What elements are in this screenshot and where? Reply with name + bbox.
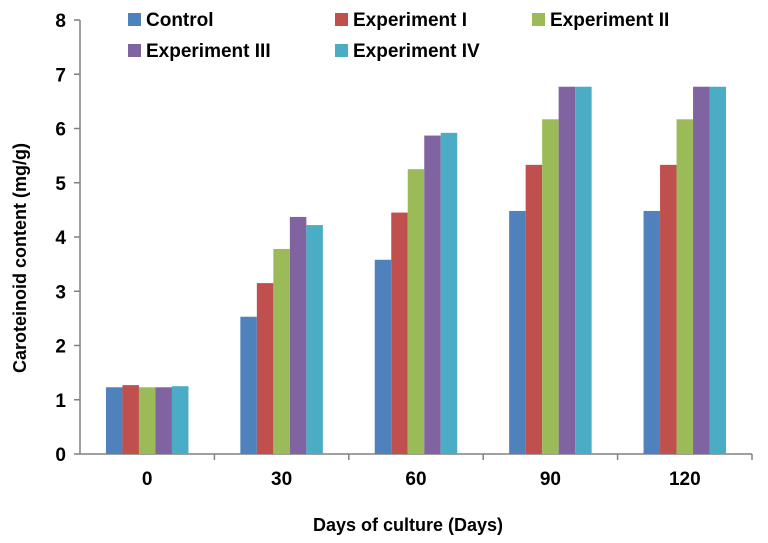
bar-experiment-iii-120 [693, 86, 710, 454]
y-tick-label: 6 [55, 120, 66, 141]
bar-control-0 [105, 387, 123, 454]
x-tick-label: 0 [142, 469, 153, 490]
y-tick-label: 7 [55, 65, 66, 86]
bar-experiment-iii-0 [155, 387, 172, 454]
bar-experiment-ii-120 [676, 119, 694, 454]
x-tick-label: 30 [271, 469, 292, 490]
bar-experiment-i-0 [122, 385, 139, 454]
y-tick-label: 0 [55, 445, 66, 466]
bar-experiment-i-30 [256, 283, 274, 454]
bar-experiment-iii-30 [289, 216, 307, 454]
legend-swatch [128, 13, 141, 26]
bar-control-60 [374, 259, 392, 454]
y-tick-label: 2 [55, 337, 66, 358]
legend: Control Experiment I Experiment II Experime… [128, 10, 669, 62]
bar-control-120 [643, 210, 661, 454]
bar-experiment-iv-0 [171, 386, 189, 454]
legend-label: Experiment II [550, 10, 669, 31]
bar-experiment-iv-60 [440, 132, 458, 454]
bar-experiment-i-90 [525, 164, 543, 454]
x-axis-title: Days of culture (Days) [313, 515, 503, 535]
x-tick-label: 90 [540, 469, 561, 490]
x-tick-label: 120 [669, 469, 701, 490]
bar-control-30 [240, 316, 257, 454]
x-tick-label: 60 [405, 469, 426, 490]
y-tick-label: 8 [55, 11, 66, 32]
legend-swatch [335, 13, 348, 26]
legend-label: Experiment IV [353, 41, 480, 62]
y-axis-ticks: 0 1 2 3 4 5 6 7 8 [55, 11, 80, 466]
y-tick-label: 3 [55, 282, 66, 303]
legend-label: Experiment I [353, 10, 467, 31]
bar-experiment-ii-30 [273, 248, 290, 454]
bar-experiment-iv-30 [306, 225, 323, 454]
legend-label: Experiment III [146, 41, 271, 62]
bar-control-90 [509, 210, 526, 454]
bar-experiment-iii-90 [558, 86, 576, 454]
bar-experiment-i-60 [391, 212, 408, 454]
y-tick-label: 1 [55, 391, 66, 412]
y-tick-label: 5 [55, 174, 66, 195]
bar-experiment-iv-90 [575, 86, 592, 454]
bar-experiment-iii-60 [424, 135, 441, 455]
bar-experiment-ii-60 [407, 169, 425, 454]
bar-experiment-ii-0 [138, 387, 156, 454]
bar-experiment-iv-120 [709, 86, 727, 454]
bar-experiment-i-120 [660, 164, 677, 454]
legend-label: Control [146, 10, 214, 31]
y-tick-label: 4 [55, 228, 66, 249]
plot-area [79, 20, 752, 455]
legend-swatch [335, 44, 348, 57]
y-axis-title: Caroteinoid content (mg/g) [10, 143, 30, 373]
bar-experiment-ii-90 [542, 119, 559, 454]
legend-swatch [532, 13, 545, 26]
x-axis-ticks: 0 30 60 90 120 [142, 454, 753, 490]
legend-swatch [128, 44, 141, 57]
